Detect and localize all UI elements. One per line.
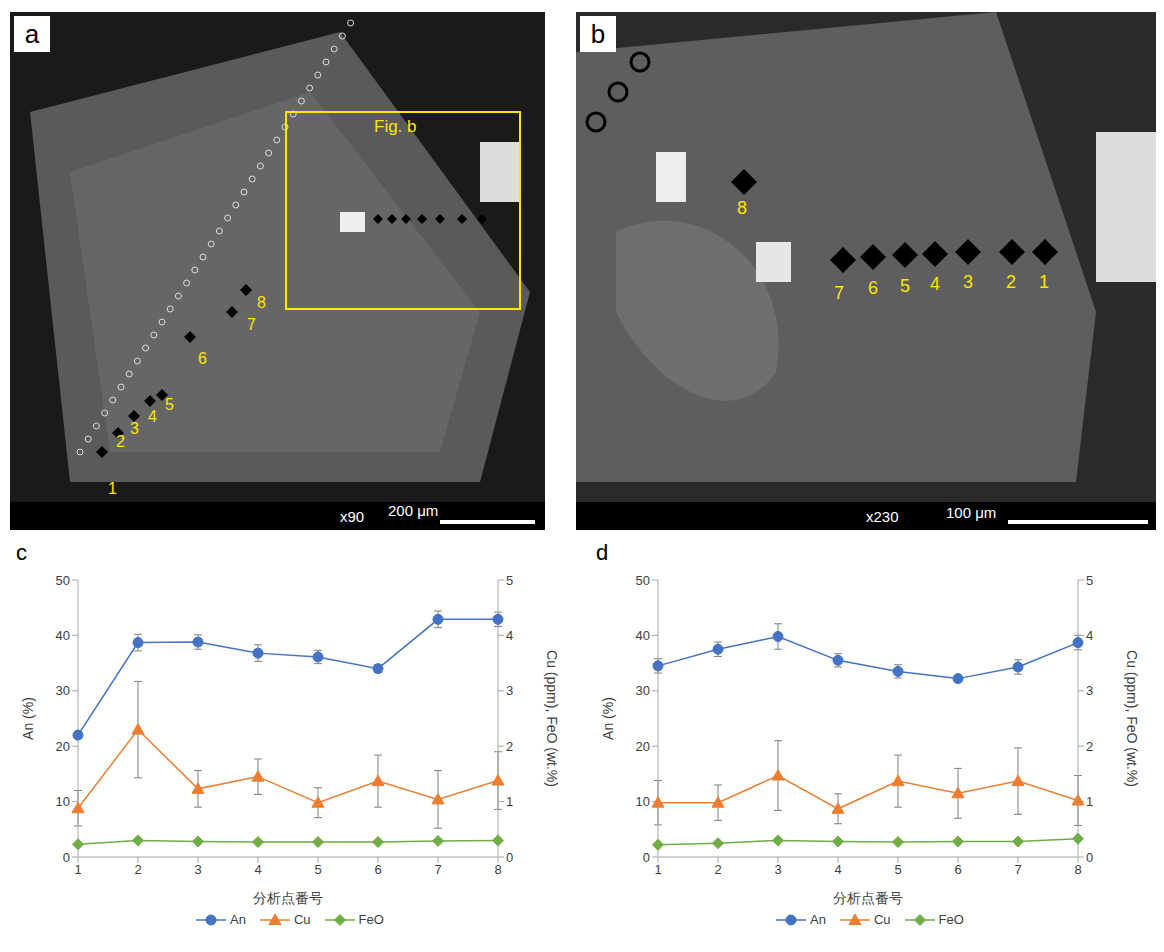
svg-text:3: 3: [194, 862, 201, 877]
svg-text:6: 6: [868, 278, 878, 298]
svg-text:2: 2: [1006, 272, 1016, 292]
html-text:c: c: [16, 540, 27, 565]
svg-text:1: 1: [74, 862, 81, 877]
svg-text:8: 8: [257, 294, 266, 311]
svg-text:4: 4: [148, 408, 157, 425]
html-text:Cu: Cu: [294, 912, 311, 927]
svg-text:2: 2: [134, 862, 141, 877]
svg-text:40: 40: [636, 628, 650, 643]
svg-text:Cu (ppm), FeO (wt.%): Cu (ppm), FeO (wt.%): [544, 650, 560, 787]
svg-text:5: 5: [314, 862, 321, 877]
html-text:An: An: [230, 912, 246, 927]
svg-text:10: 10: [56, 794, 70, 809]
svg-text:30: 30: [56, 683, 70, 698]
svg-text:b: b: [591, 19, 605, 49]
svg-text:0: 0: [1086, 850, 1093, 865]
svg-text:Fig. b: Fig. b: [374, 117, 417, 136]
svg-text:1: 1: [1086, 794, 1093, 809]
svg-text:3: 3: [130, 420, 139, 437]
svg-text:5: 5: [506, 573, 513, 588]
svg-text:30: 30: [636, 683, 650, 698]
svg-text:6: 6: [954, 862, 961, 877]
svg-text:4: 4: [930, 274, 940, 294]
svg-text:8: 8: [494, 862, 501, 877]
svg-text:7: 7: [247, 316, 256, 333]
svg-text:7: 7: [834, 283, 844, 303]
svg-text:3: 3: [774, 862, 781, 877]
svg-text:7: 7: [1014, 862, 1021, 877]
svg-text:40: 40: [56, 628, 70, 643]
html-text:d: d: [596, 540, 609, 565]
svg-text:6: 6: [198, 350, 207, 367]
svg-text:100 μm: 100 μm: [946, 504, 996, 521]
svg-text:0: 0: [506, 850, 513, 865]
svg-text:a: a: [25, 19, 40, 49]
html-text:Cu: Cu: [874, 912, 891, 927]
svg-text:200 μm: 200 μm: [388, 502, 438, 519]
svg-text:5: 5: [894, 862, 901, 877]
svg-text:4: 4: [506, 628, 513, 643]
svg-text:分析点番号: 分析点番号: [833, 890, 903, 906]
svg-text:4: 4: [834, 862, 841, 877]
html-text:FeO: FeO: [938, 912, 964, 927]
svg-text:3: 3: [963, 272, 973, 292]
svg-text:An (%): An (%): [20, 697, 36, 740]
svg-text:6: 6: [374, 862, 381, 877]
svg-text:1: 1: [654, 862, 661, 877]
svg-text:4: 4: [1086, 628, 1093, 643]
html-text:FeO: FeO: [358, 912, 384, 927]
svg-text:50: 50: [636, 573, 650, 588]
svg-text:2: 2: [714, 862, 721, 877]
svg-text:1: 1: [506, 794, 513, 809]
svg-text:1: 1: [108, 480, 117, 497]
svg-text:10: 10: [636, 794, 650, 809]
svg-text:3: 3: [1086, 683, 1093, 698]
svg-text:2: 2: [1086, 739, 1093, 754]
svg-text:50: 50: [56, 573, 70, 588]
svg-text:20: 20: [56, 739, 70, 754]
svg-text:20: 20: [636, 739, 650, 754]
svg-text:3: 3: [506, 683, 513, 698]
svg-text:分析点番号: 分析点番号: [253, 890, 323, 906]
svg-text:5: 5: [165, 396, 174, 413]
svg-text:5: 5: [1086, 573, 1093, 588]
svg-text:An (%): An (%): [600, 697, 616, 740]
svg-text:1: 1: [1039, 272, 1049, 292]
svg-text:8: 8: [737, 198, 747, 218]
svg-text:x230: x230: [866, 508, 899, 525]
svg-text:Cu (ppm), FeO (wt.%): Cu (ppm), FeO (wt.%): [1124, 650, 1140, 787]
svg-text:2: 2: [116, 433, 125, 450]
svg-text:4: 4: [254, 862, 261, 877]
svg-text:0: 0: [63, 850, 70, 865]
svg-text:2: 2: [506, 739, 513, 754]
svg-text:0: 0: [643, 850, 650, 865]
svg-text:7: 7: [434, 862, 441, 877]
svg-text:x90: x90: [340, 508, 364, 525]
svg-text:5: 5: [900, 276, 910, 296]
svg-text:8: 8: [1074, 862, 1081, 877]
html-text:An: An: [810, 912, 826, 927]
